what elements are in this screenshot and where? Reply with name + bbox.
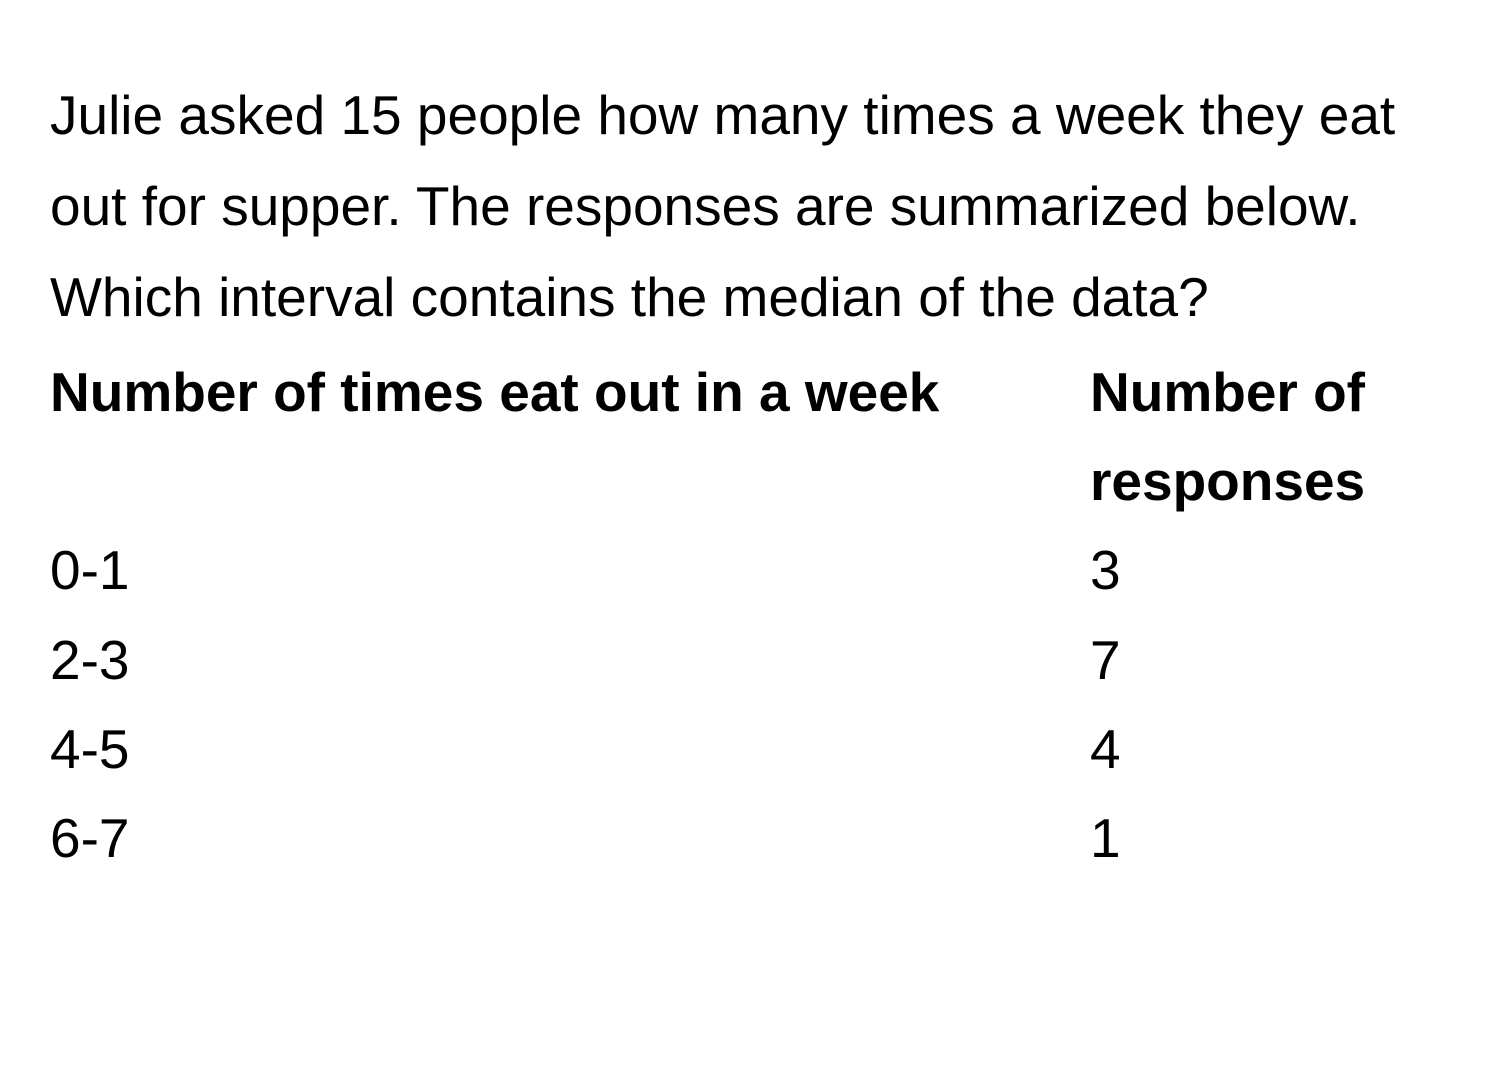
column-header-count: Number of responses [1090, 348, 1450, 526]
question-text: Julie asked 15 people how many times a w… [50, 70, 1450, 342]
table-row: 1 [1090, 794, 1450, 883]
page-root: Julie asked 15 people how many times a w… [0, 0, 1500, 883]
table-row: 2-3 [50, 616, 1090, 705]
table-row: 6-7 [50, 794, 1090, 883]
table-row: 7 [1090, 616, 1450, 705]
frequency-table: Number of times eat out in a week Number… [50, 348, 1450, 883]
column-header-interval: Number of times eat out in a week [50, 348, 1090, 526]
table-row: 4-5 [50, 705, 1090, 794]
table-row: 3 [1090, 526, 1450, 615]
table-row: 0-1 [50, 526, 1090, 615]
table-row: 4 [1090, 705, 1450, 794]
